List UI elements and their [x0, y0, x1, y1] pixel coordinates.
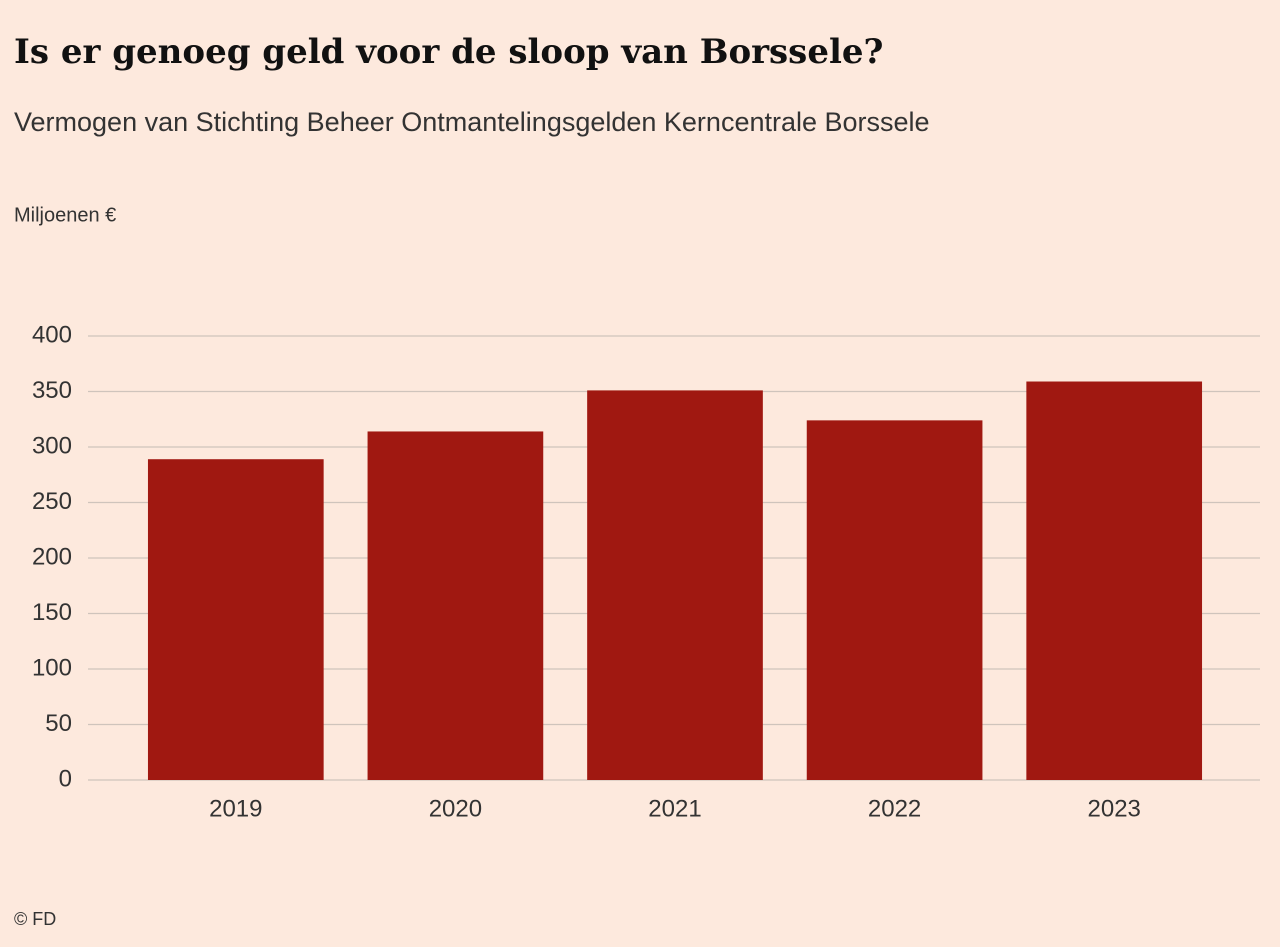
- x-tick-label: 2023: [1088, 795, 1141, 822]
- bar: [367, 431, 544, 780]
- chart-subtitle: Vermogen van Stichting Beheer Ontmanteli…: [14, 107, 930, 137]
- y-tick-label: 150: [32, 599, 72, 626]
- x-tick-label: 2021: [648, 795, 701, 822]
- y-tick-label: 350: [32, 377, 72, 404]
- y-tick-label: 250: [32, 488, 72, 515]
- bar: [1026, 381, 1203, 780]
- y-tick-label: 100: [32, 654, 72, 681]
- x-tick-label: 2022: [868, 795, 921, 822]
- y-tick-label: 0: [59, 765, 72, 792]
- chart-title: Is er genoeg geld voor de sloop van Bors…: [14, 32, 883, 72]
- bar: [587, 390, 763, 780]
- x-tick-label: 2019: [209, 795, 262, 822]
- y-tick-label: 50: [45, 710, 72, 737]
- x-tick-label: 2020: [429, 795, 482, 822]
- y-tick-label: 200: [32, 543, 72, 570]
- y-tick-label: 400: [32, 321, 72, 348]
- y-tick-label: 300: [32, 432, 72, 459]
- bar: [147, 459, 324, 780]
- y-axis-label: Miljoenen €: [14, 204, 116, 226]
- source: © FD: [14, 909, 56, 929]
- bar: [806, 420, 983, 780]
